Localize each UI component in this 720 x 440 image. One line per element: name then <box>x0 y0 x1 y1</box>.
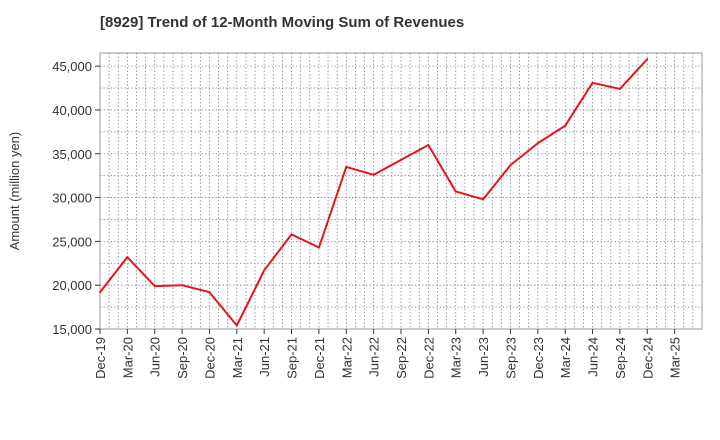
x-tick-label: Jun-22 <box>367 337 382 377</box>
data-point <box>427 144 430 146</box>
y-tick-label: 30,000 <box>52 191 92 206</box>
x-tick-label: Jun-23 <box>476 337 491 377</box>
x-tick-label: Dec-21 <box>312 337 327 379</box>
data-point <box>99 291 101 294</box>
data-point <box>591 81 594 84</box>
y-tick-label: 15,000 <box>52 322 92 337</box>
y-axis-label: Amount (million yen) <box>7 132 22 251</box>
x-tick-label: Sep-20 <box>175 337 190 379</box>
x-axis-ticks: Dec-19 Mar-20 Jun-20 Sep-20 Dec-20 Mar-21 Jun-… <box>93 329 683 379</box>
data-point <box>153 285 156 288</box>
x-tick-label: Dec-24 <box>640 337 655 379</box>
data-point <box>126 256 129 259</box>
data-point <box>509 164 512 167</box>
x-tick-label: Jun-20 <box>148 337 163 377</box>
x-tick-label: Jun-24 <box>586 337 601 377</box>
data-point <box>263 269 266 272</box>
x-tick-label: Mar-21 <box>230 337 245 378</box>
x-tick-label: Sep-23 <box>503 337 518 379</box>
data-point <box>646 58 649 61</box>
data-point <box>400 158 402 161</box>
data-point <box>372 173 375 176</box>
x-tick-label: Sep-22 <box>394 337 409 379</box>
data-point <box>181 284 184 287</box>
x-tick-label: Mar-25 <box>668 337 683 378</box>
x-tick-label: Jun-21 <box>257 337 272 377</box>
data-point <box>290 233 293 236</box>
y-axis-ticks: 15,000 20,000 25,000 30,000 35,000 40,000 45,0… <box>52 59 100 337</box>
x-tick-label: Mar-24 <box>558 337 573 378</box>
data-point <box>235 324 238 327</box>
x-tick-label: Sep-21 <box>285 337 300 379</box>
x-tick-label: Mar-22 <box>339 337 354 378</box>
y-tick-label: 35,000 <box>52 147 92 162</box>
x-tick-label: Dec-20 <box>202 337 217 379</box>
data-point <box>536 142 539 145</box>
x-tick-label: Mar-23 <box>449 337 464 378</box>
y-tick-label: 40,000 <box>52 103 92 118</box>
y-tick-label: 25,000 <box>52 234 92 249</box>
series-layer <box>99 58 649 327</box>
data-point <box>618 87 621 90</box>
data-point <box>482 198 485 201</box>
y-tick-label: 45,000 <box>52 59 92 74</box>
x-tick-label: Mar-20 <box>120 337 135 378</box>
x-tick-label: Dec-22 <box>421 337 436 379</box>
data-point <box>454 190 457 193</box>
x-tick-label: Sep-24 <box>613 337 628 379</box>
x-tick-label: Dec-23 <box>531 337 546 379</box>
data-point <box>564 124 567 127</box>
data-point <box>208 291 211 294</box>
data-point <box>317 246 320 249</box>
chart-title: [8929] Trend of 12-Month Moving Sum of R… <box>100 14 465 31</box>
data-point <box>345 165 348 168</box>
x-tick-label: Dec-19 <box>93 337 108 379</box>
y-tick-label: 20,000 <box>52 278 92 293</box>
